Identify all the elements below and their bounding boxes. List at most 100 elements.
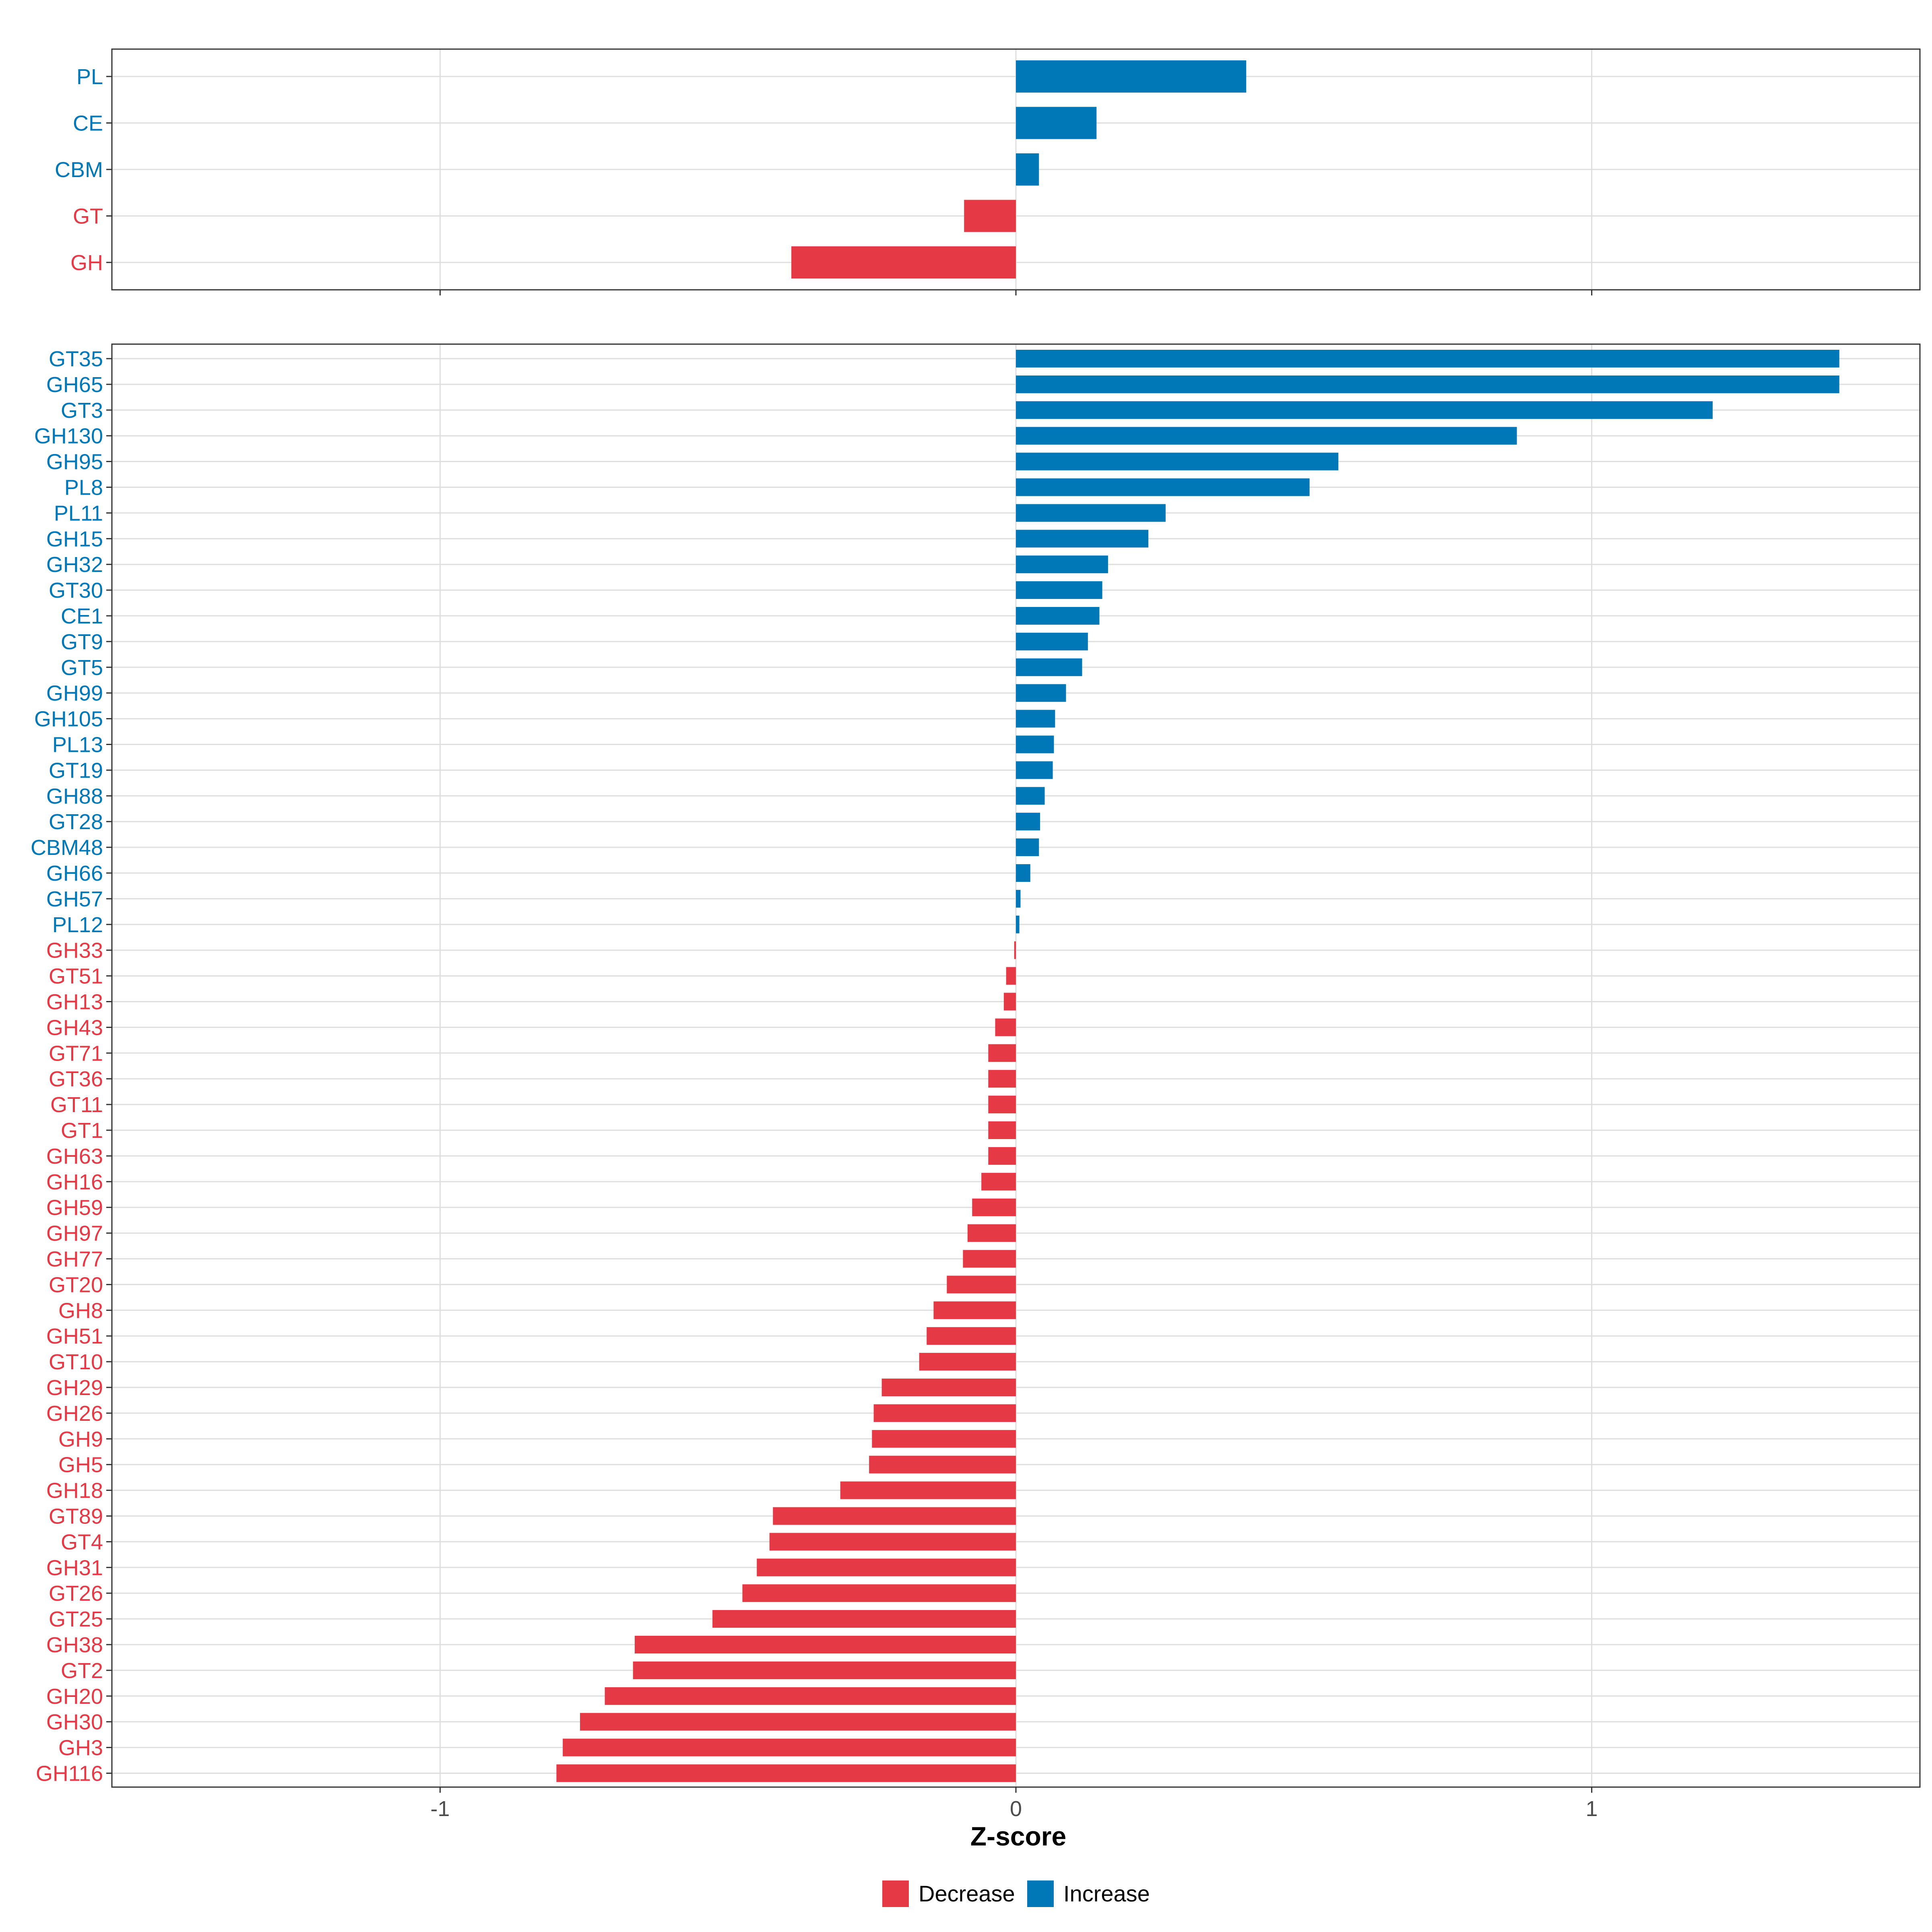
y-label-GH: GH: [70, 251, 103, 275]
y-label-GH95: GH95: [46, 450, 103, 474]
y-label-GT11: GT11: [50, 1093, 103, 1117]
bar-GT3: [1016, 401, 1713, 419]
y-label-PL: PL: [76, 65, 103, 89]
bar-GT2: [633, 1661, 1016, 1679]
y-label-GH3: GH3: [58, 1736, 103, 1760]
bar-GH51: [927, 1327, 1016, 1345]
bottom-panel: GT35GH65GT3GH130GH95PL8PL11GH15GH32GT30C…: [31, 343, 1921, 1793]
top-panel: PL CE CBM GT GH: [55, 48, 1921, 295]
legend-key-decrease: [882, 1880, 909, 1907]
y-label-GH33: GH33: [46, 939, 103, 963]
bar-GH30: [580, 1713, 1016, 1731]
legend: Decrease Increase: [882, 1880, 1150, 1907]
bar-GH116: [556, 1764, 1016, 1782]
bar-GT1: [988, 1121, 1016, 1139]
y-label-GH16: GH16: [46, 1170, 103, 1194]
bar-GT20: [947, 1276, 1016, 1294]
y-label-GH38: GH38: [46, 1633, 103, 1657]
y-label-GT89: GT89: [49, 1505, 103, 1529]
y-label-GT10: GT10: [49, 1350, 103, 1374]
y-label-GH99: GH99: [46, 681, 103, 706]
bar-GH97: [967, 1224, 1016, 1242]
y-label-GT35: GT35: [49, 347, 103, 371]
bar-PL11: [1016, 504, 1166, 522]
y-label-GH43: GH43: [46, 1016, 103, 1040]
bar-GH13: [1003, 993, 1016, 1011]
y-label-GH65: GH65: [46, 373, 103, 397]
y-label-GT30: GT30: [49, 578, 103, 603]
y-label-GH26: GH26: [46, 1402, 103, 1426]
bar-GT25: [712, 1610, 1016, 1628]
bar-PL8: [1016, 478, 1310, 496]
bar-GT36: [988, 1070, 1016, 1088]
bar-GH33: [1014, 941, 1016, 959]
legend-key-increase: [1027, 1880, 1054, 1907]
y-label-PL13: PL13: [52, 733, 103, 757]
x-tick-label-2: 1: [1586, 1797, 1598, 1821]
y-label-GH66: GH66: [46, 861, 103, 886]
y-label-GT2: GT2: [61, 1659, 103, 1683]
y-label-GH15: GH15: [46, 527, 103, 551]
y-label-GH8: GH8: [58, 1298, 103, 1323]
y-label-GT9: GT9: [61, 630, 103, 654]
bar-GH88: [1016, 787, 1045, 805]
y-label-GH20: GH20: [46, 1684, 103, 1709]
bar-GH59: [972, 1198, 1016, 1216]
bar-GH26: [873, 1404, 1016, 1422]
bar-GT19: [1016, 761, 1053, 779]
y-label-GH30: GH30: [46, 1710, 103, 1734]
bar-GH29: [881, 1379, 1016, 1396]
y-label-CE1: CE1: [61, 604, 103, 628]
bar-GH130: [1016, 427, 1517, 445]
bar-GH65: [1016, 375, 1839, 393]
bar-GT26: [742, 1584, 1016, 1602]
y-label-GT: GT: [73, 204, 103, 229]
bar-GT9: [1016, 632, 1088, 650]
bar-CBM: [1016, 153, 1039, 186]
y-label-GH9: GH9: [58, 1427, 103, 1451]
bar-GH5: [869, 1455, 1016, 1474]
y-label-GH88: GH88: [46, 784, 103, 808]
bar-GH99: [1016, 684, 1066, 702]
bar-GH3: [563, 1738, 1016, 1757]
bar-GH20: [605, 1687, 1016, 1705]
bar-CE1: [1016, 607, 1100, 625]
bar-GH105: [1016, 710, 1055, 728]
bar-GH63: [988, 1147, 1016, 1165]
y-label-GH13: GH13: [46, 990, 103, 1014]
y-label-GH130: GH130: [34, 424, 103, 448]
x-tick-label-1: 0: [1010, 1797, 1022, 1821]
y-label-GH31: GH31: [46, 1556, 103, 1580]
bar-GT71: [988, 1044, 1016, 1062]
bar-GT89: [773, 1507, 1016, 1525]
bar-GH8: [933, 1301, 1016, 1319]
y-label-GH105: GH105: [34, 707, 103, 731]
bar-GT28: [1016, 813, 1040, 831]
y-label-GH116: GH116: [36, 1762, 103, 1786]
y-label-GT20: GT20: [49, 1273, 103, 1297]
bar-GH32: [1016, 555, 1108, 574]
bar-GH57: [1016, 890, 1021, 908]
y-label-GT5: GT5: [61, 656, 103, 680]
bar-GT51: [1006, 967, 1016, 985]
bar-GH: [791, 246, 1016, 279]
y-label-GT36: GT36: [49, 1067, 103, 1091]
y-label-GH57: GH57: [46, 887, 103, 911]
y-label-GH32: GH32: [46, 553, 103, 577]
y-label-PL11: PL11: [54, 501, 103, 525]
y-label-CBM48: CBM48: [31, 836, 103, 860]
bar-CE: [1016, 107, 1097, 139]
x-axis: -1 0 1: [430, 1797, 1598, 1821]
bar-GT4: [769, 1533, 1016, 1551]
y-label-GT25: GT25: [49, 1607, 103, 1631]
y-label-GT71: GT71: [49, 1041, 103, 1065]
x-axis-title: Z-score: [970, 1821, 1066, 1851]
y-label-GH29: GH29: [46, 1376, 103, 1400]
bar-GT10: [919, 1353, 1016, 1371]
bar-GH43: [995, 1018, 1016, 1036]
bar-GT11: [988, 1096, 1016, 1114]
y-label-GT26: GT26: [49, 1581, 103, 1606]
bar-GH95: [1016, 452, 1339, 471]
y-label-GH59: GH59: [46, 1196, 103, 1220]
